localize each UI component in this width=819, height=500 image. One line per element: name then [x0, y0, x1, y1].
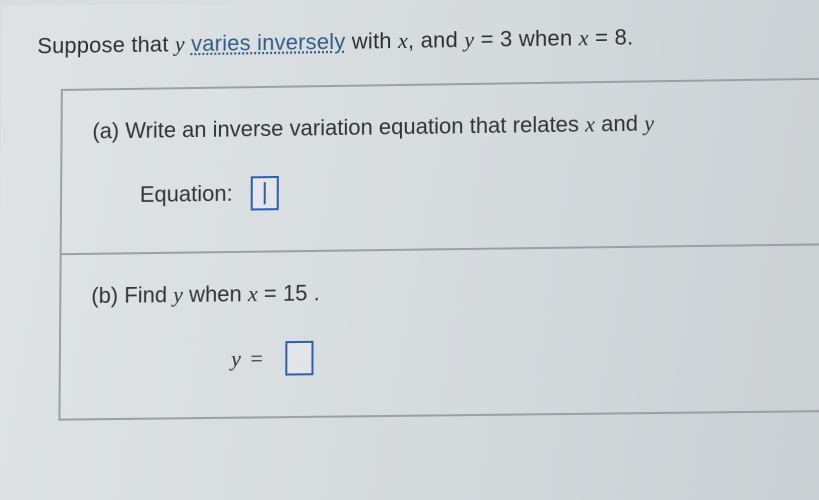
intro-text: , and [408, 27, 464, 53]
part-a-text: and [595, 111, 644, 137]
cond-x-val: 8 [614, 25, 627, 50]
intro-text: when [512, 25, 578, 51]
part-a-text: Write an inverse variation equation that… [119, 111, 585, 143]
part-b: (b) Find y when x = 15 . y = [60, 243, 819, 419]
var-x: x [248, 281, 258, 306]
answer-row: y = [231, 335, 819, 377]
part-b-xval: 15 [283, 280, 308, 306]
part-a: (a) Write an inverse variation equation … [62, 80, 819, 254]
answer-eq: = [241, 345, 267, 371]
part-b-text: . [307, 280, 319, 305]
part-a-prompt: (a) Write an inverse variation equation … [92, 108, 819, 144]
intro-text: with [345, 28, 398, 54]
equation-input[interactable] [251, 176, 279, 211]
problem-intro: Suppose that y varies inversely with x, … [37, 22, 819, 60]
cond-x: x [579, 25, 589, 50]
var-y: y [644, 110, 654, 135]
intro-text: . [627, 24, 633, 49]
equation-label: Equation: [140, 181, 233, 208]
part-b-label: (b) [91, 283, 118, 309]
cond-eq: = [589, 25, 615, 50]
y-value-input[interactable] [285, 341, 313, 376]
cond-y: y [464, 27, 474, 52]
var-x: x [585, 111, 595, 136]
var-y: y [173, 282, 183, 307]
part-b-eq: = [258, 281, 283, 307]
answer-expression: y = [231, 345, 267, 372]
intro-text: Suppose that [37, 31, 175, 58]
var-y: y [175, 31, 185, 56]
part-a-label: (a) [92, 118, 119, 143]
part-b-text: when [183, 281, 248, 307]
varies-inversely-link[interactable]: varies inversely [191, 29, 345, 56]
equation-row: Equation: [140, 168, 819, 211]
var-x: x [398, 28, 408, 53]
answer-lhs: y [231, 346, 241, 371]
worksheet-surface: Suppose that y varies inversely with x, … [0, 0, 819, 500]
part-b-prompt: (b) Find y when x = 15 . [91, 274, 819, 309]
cond-y-val: 3 [500, 26, 513, 51]
part-b-text: Find [118, 282, 173, 308]
cond-eq: = [474, 26, 500, 51]
question-box: (a) Write an inverse variation equation … [58, 78, 819, 421]
